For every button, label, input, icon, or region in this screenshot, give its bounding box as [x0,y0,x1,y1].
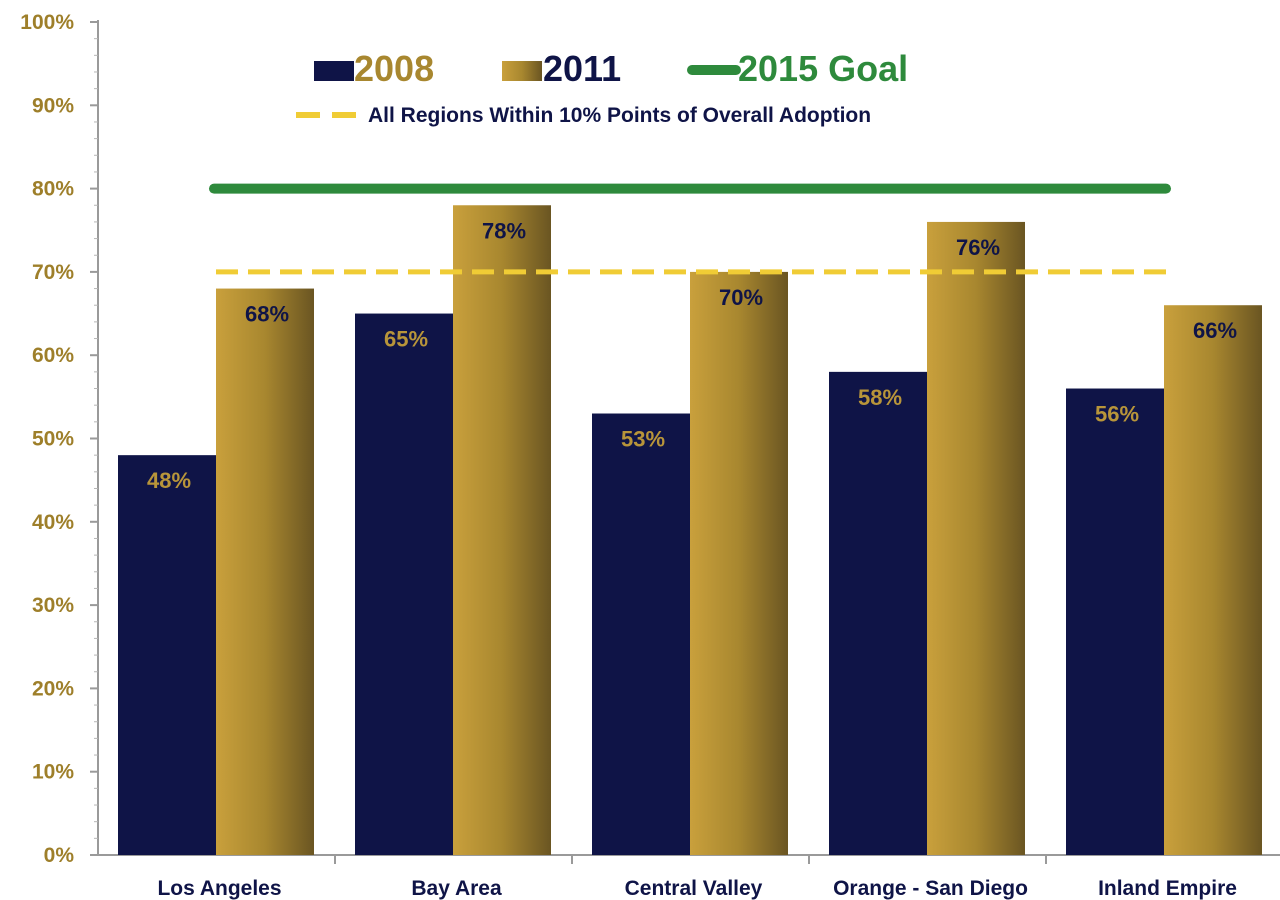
value-label: 58% [858,385,902,410]
legend-label-dashed: All Regions Within 10% Points of Overall… [368,104,871,127]
category-label: Central Valley [625,877,763,900]
y-tick-label: 40% [32,511,74,534]
axis-ticks [90,21,1047,864]
reference-lines [209,183,1171,275]
bar-2008-central-valley [592,413,690,855]
category-label: Orange - San Diego [833,877,1028,900]
bar-2008-bay-area [355,313,453,855]
bar-2008-los-angeles [118,455,216,855]
y-tick-label: 10% [32,761,74,784]
value-labels: 48% 68% 65% 78% 53% 70% 58% 76% 56% 66% [147,218,1237,493]
bar-2008-inland-empire [1066,388,1164,855]
value-label: 78% [482,218,526,243]
y-tick-label: 60% [32,344,74,367]
y-tick-label: 100% [20,11,74,34]
y-tick-label: 0% [44,844,75,867]
legend-label-2008: 2008 [354,48,434,89]
y-tick-label: 70% [32,261,74,284]
y-tick-label: 30% [32,594,74,617]
legend-label-goal: 2015 Goal [738,48,908,89]
legend-swatch-2011 [502,61,542,81]
y-tick-label: 80% [32,178,74,201]
y-tick-label: 90% [32,94,74,117]
y-tick-label: 50% [32,428,74,451]
value-label: 66% [1193,318,1237,343]
value-label: 56% [1095,402,1139,427]
category-label: Los Angeles [157,877,281,900]
value-label: 68% [245,302,289,327]
bar-2011-inland-empire [1164,305,1262,856]
bar-2011-central-valley [690,271,788,855]
value-label: 65% [384,327,428,352]
legend-label-2011: 2011 [543,48,621,89]
value-label: 70% [719,285,763,310]
bar-2011-los-angeles [216,288,314,855]
bar-2011-orange-san-diego [927,221,1025,856]
legend: 2008 2011 2015 Goal All Regions Within 1… [296,48,908,127]
bar-2008-orange-san-diego [829,371,927,855]
category-label: Inland Empire [1098,877,1237,900]
bars [118,205,1262,856]
category-labels: Los Angeles Bay Area Central Valley Orange … [157,877,1236,900]
value-label: 76% [956,235,1000,260]
value-label: 53% [621,427,665,452]
legend-swatch-2008 [314,61,354,81]
y-tick-label: 20% [32,677,74,700]
category-label: Bay Area [411,877,502,900]
bar-2011-bay-area [453,205,551,855]
y-tick-labels: 0% 10% 20% 30% 40% 50% 60% 70% 80% 90% 100% [20,11,74,867]
value-label: 48% [147,468,191,493]
